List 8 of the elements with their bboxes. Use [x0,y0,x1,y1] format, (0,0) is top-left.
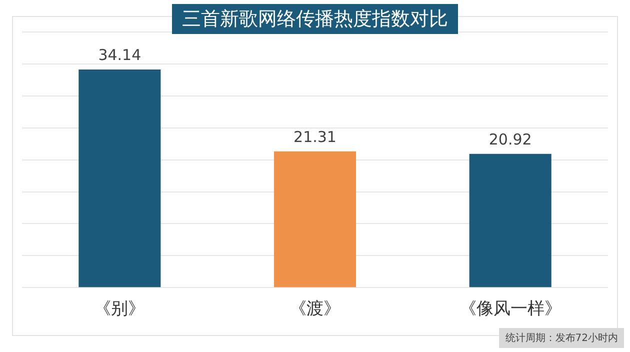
x-tick-label: 《像风一样》 [459,299,562,320]
data-label: 20.92 [488,130,532,148]
data-label: 34.14 [98,46,142,64]
x-tick-label: 《渡》 [290,299,340,320]
x-tick-label: 《别》 [94,299,146,320]
chart-title: 三首新歌网络传播热度指数对比 [172,4,458,34]
text: 统计周期：发布72小时内 [499,328,624,348]
data-label: 21.31 [294,128,336,146]
